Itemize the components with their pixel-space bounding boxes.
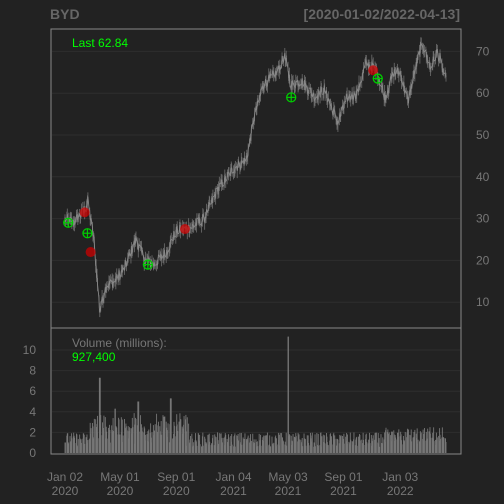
date-tick-label: Jan 02 [47, 470, 83, 484]
volume-value: 927,400 [72, 350, 116, 364]
date-tick-year: 2020 [107, 484, 134, 498]
date-tick-label: Sep 01 [324, 470, 362, 484]
sell-signal-marker [179, 224, 190, 235]
price-axis: 10 20 30 40 50 60 70 [476, 44, 490, 309]
trade-signals [63, 65, 383, 270]
date-tick-label: Jan 04 [216, 470, 252, 484]
sell-signal-marker [85, 247, 96, 258]
price-tick-label: 50 [476, 128, 490, 142]
date-tick-year: 2022 [387, 484, 414, 498]
price-tick-label: 10 [476, 295, 490, 309]
date-tick-year: 2021 [220, 484, 247, 498]
date-tick-year: 2021 [275, 484, 302, 498]
price-tick-label: 70 [476, 44, 490, 58]
last-price-label: Last 62.84 [72, 36, 128, 50]
volume-bars [64, 336, 447, 453]
chart-symbol: BYD [50, 6, 80, 22]
date-tick-year: 2021 [330, 484, 357, 498]
date-tick-label: Jan 03 [382, 470, 418, 484]
volume-label: Volume (millions): [72, 336, 167, 350]
date-tick-year: 2020 [52, 484, 79, 498]
volume-tick-label: 10 [23, 343, 37, 357]
price-tick-label: 40 [476, 170, 490, 184]
date-tick-label: May 03 [268, 470, 308, 484]
date-tick-year: 2020 [163, 484, 190, 498]
volume-tick-label: 6 [29, 384, 36, 398]
date-tick-label: Sep 01 [157, 470, 195, 484]
volume-tick-label: 0 [29, 446, 36, 460]
volume-grid [52, 349, 460, 433]
sell-signal-marker [368, 65, 379, 76]
volume-tick-label: 4 [29, 405, 36, 419]
price-tick-label: 30 [476, 212, 490, 226]
price-tick-label: 60 [476, 86, 490, 100]
volume-tick-label: 2 [29, 425, 36, 439]
volume-axis: 0 2 4 6 8 10 [23, 343, 37, 460]
price-line [64, 41, 447, 312]
volume-panel-border [50, 327, 462, 455]
price-tick-label: 20 [476, 253, 490, 267]
date-tick-label: May 01 [100, 470, 140, 484]
chart-date-range: [2020-01-02/2022-04-13] [304, 6, 460, 22]
price-grid [52, 50, 460, 303]
sell-signal-marker [79, 207, 90, 218]
volume-tick-label: 8 [29, 364, 36, 378]
